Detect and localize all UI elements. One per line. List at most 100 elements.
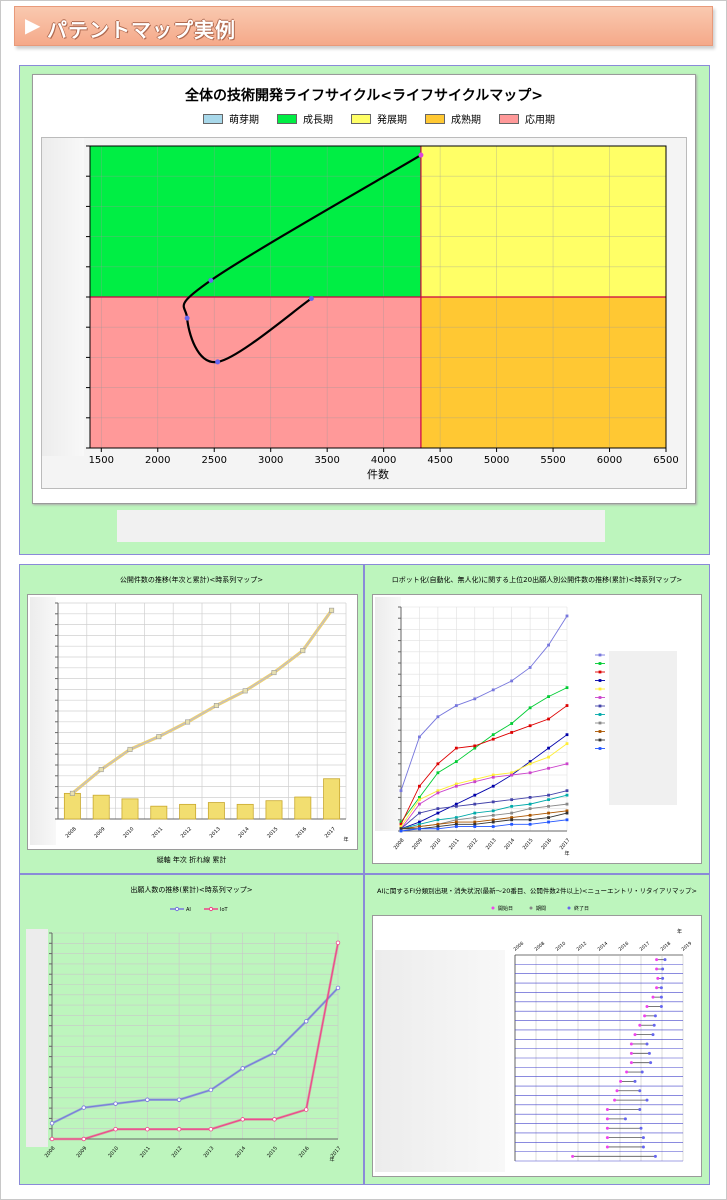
robot-yaxis-blur [375, 597, 401, 831]
series-point [547, 717, 550, 721]
series-point [454, 704, 458, 707]
x-tick-label: 1500 [89, 455, 114, 466]
series-point [528, 807, 532, 810]
series-line [401, 812, 568, 830]
series-point [436, 762, 440, 766]
series-point [49, 1136, 55, 1142]
lifecycle-card: 全体の技術開発ライフサイクル<ライフサイクルマップ> 萌芽期 成長期 発展期 成熟期 応… [32, 74, 696, 504]
series-point [491, 818, 495, 822]
end-point [638, 1089, 642, 1093]
series-point [113, 1101, 118, 1106]
x-tick-label: 5500 [540, 455, 565, 466]
bar [294, 796, 312, 820]
series-point [145, 1126, 150, 1132]
start-point [605, 1136, 609, 1140]
legend-label: 終了日 [574, 905, 589, 912]
end-point [663, 958, 667, 962]
series-point [528, 760, 532, 763]
series-point [113, 1126, 118, 1132]
series-point [510, 773, 514, 777]
x-tick-label: 4000 [371, 455, 396, 466]
bar [63, 792, 81, 820]
bar-chart: 2008 2009 2010 2011 2012 2013 2014 2015 2016 2017… [55, 602, 349, 843]
series-point [81, 1136, 86, 1142]
robot-chart: 2008 2009 2010 2011 2012 2013 2014 2015 2016 2017… [393, 606, 605, 857]
series-line [400, 734, 568, 830]
cumulative-point [300, 648, 306, 654]
series-point [528, 762, 532, 766]
series-point [436, 822, 440, 826]
series-point [304, 1019, 309, 1024]
series-point [565, 809, 569, 813]
series-point [436, 811, 440, 815]
start-point [645, 1005, 649, 1008]
series-point [473, 811, 477, 815]
series-point [491, 737, 495, 741]
growth-quadrant [90, 146, 421, 297]
legend-marker [529, 906, 533, 910]
end-point [640, 1070, 644, 1074]
series-line [400, 810, 568, 830]
series-point [528, 796, 532, 799]
series-point [510, 771, 514, 775]
series-point [565, 704, 569, 707]
series-point [49, 1121, 55, 1126]
series-line [400, 615, 568, 791]
x-tick-label: 2000 [145, 455, 170, 466]
legend-marker [598, 713, 602, 716]
series-point [528, 666, 532, 669]
series-point [454, 825, 458, 828]
start-point [629, 1051, 633, 1055]
end-point [659, 1005, 663, 1008]
series-point [240, 1066, 245, 1071]
series-point [547, 643, 550, 647]
entry-chart-title: AIに関するFI分類別出現・消失状況(最新～20番目、公開件数2件以上)<ニュー… [377, 887, 697, 895]
series-point [399, 829, 403, 833]
end-point [653, 1154, 657, 1158]
series-point [565, 811, 569, 815]
end-point [641, 1145, 645, 1149]
x-tick-label: 2013 [209, 826, 222, 839]
series-line [400, 803, 568, 830]
series-line-halo [51, 987, 339, 1125]
x-tick-label: 2008 [65, 826, 78, 839]
series-point [491, 820, 495, 824]
series-point [565, 733, 569, 737]
cumulative-line-core [72, 610, 333, 794]
start-point [655, 967, 659, 971]
x-tick-label: 2014 [503, 837, 516, 851]
entry-labels-blur [375, 950, 505, 1172]
series-point [510, 811, 514, 815]
x-tick-label: 2008 [393, 837, 406, 851]
application-quadrant [90, 297, 421, 448]
y-axis-blur [42, 138, 84, 456]
end-point [651, 1033, 655, 1037]
x-tick-label: 2016 [617, 940, 630, 952]
series-point [418, 811, 421, 815]
series-point [418, 798, 421, 802]
series-point [473, 822, 477, 826]
y-axis-blur [26, 929, 48, 1147]
start-point [613, 1098, 617, 1102]
start-point [605, 1108, 609, 1111]
legend-swatch [499, 113, 519, 124]
series-line [51, 987, 339, 1124]
series-point [547, 816, 550, 819]
lifecycle-curve [182, 154, 422, 364]
bar [92, 794, 110, 820]
x-tick-label: 2016 [298, 1145, 311, 1159]
x-tick-label: 2017 [559, 837, 572, 851]
applicants-chart: 2008 2009 2010 2011 2012 2013 2014 2015 2016 2017… [26, 906, 343, 1163]
end-point [653, 1014, 657, 1018]
entry-card [372, 915, 702, 1177]
series-point [528, 771, 532, 775]
x-tick-label: 2016 [540, 837, 553, 851]
cumulative-point [185, 719, 191, 725]
lifecycle-point [308, 296, 314, 302]
series-point [547, 766, 550, 770]
legend-marker [174, 906, 180, 912]
series-point [491, 784, 495, 788]
x-tick-label: 2014 [234, 1145, 247, 1159]
entry-panel: AIに関するFI分類別出現・消失状況(最新～20番目、公開件数2件以上)<ニュー… [364, 874, 710, 1185]
x-tick-label: 2008 [533, 940, 546, 952]
